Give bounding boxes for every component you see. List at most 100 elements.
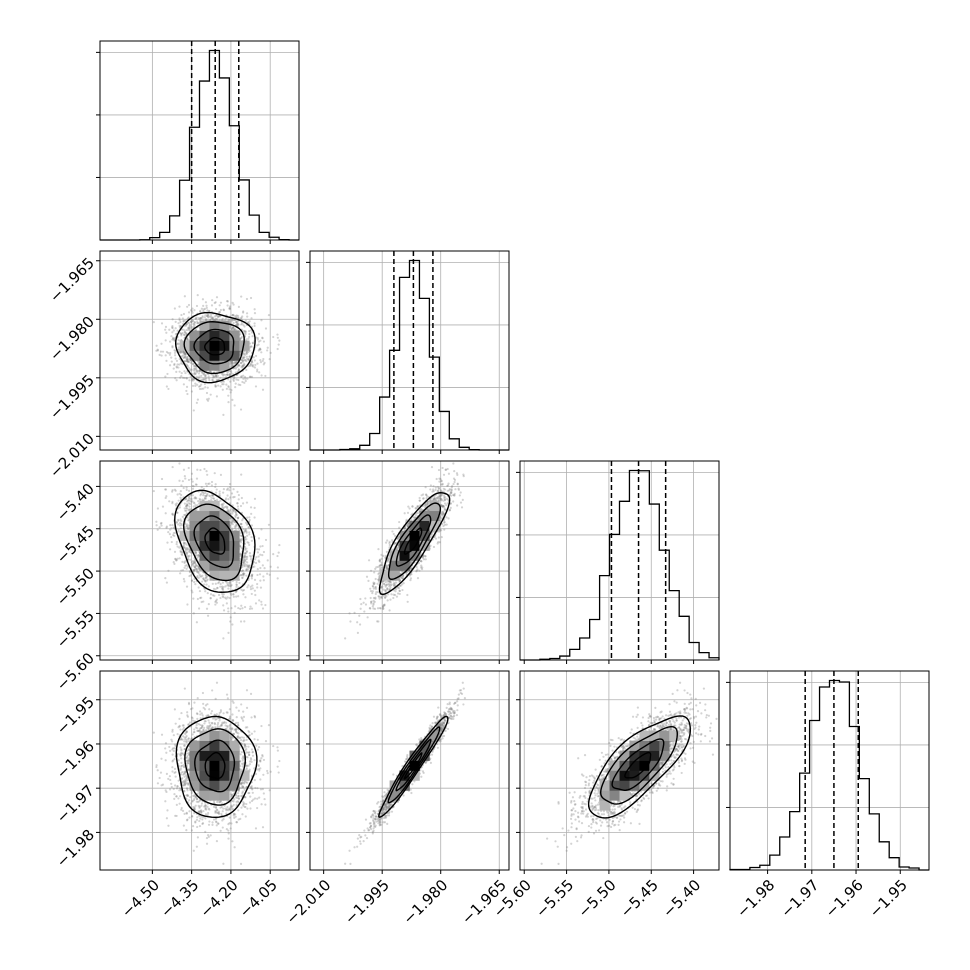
- sample-point: [215, 318, 218, 321]
- sample-point: [167, 387, 170, 391]
- sample-point: [190, 589, 193, 592]
- sample-point: [170, 540, 173, 544]
- sample-point: [175, 366, 178, 369]
- sample-point: [155, 520, 158, 523]
- sample-point: [165, 331, 168, 334]
- sample-point: [190, 309, 194, 313]
- sample-point: [240, 588, 243, 591]
- sample-point: [174, 503, 177, 506]
- sample-point: [190, 579, 194, 582]
- sample-point: [248, 564, 251, 567]
- sample-point: [179, 490, 182, 493]
- sample-point: [170, 527, 173, 530]
- sample-point: [195, 621, 198, 624]
- sample-point: [258, 347, 262, 350]
- sample-point: [235, 378, 238, 381]
- sample-point: [230, 328, 234, 331]
- sample-point: [210, 313, 213, 316]
- sample-point: [186, 305, 189, 308]
- sample-point: [195, 369, 198, 373]
- sample-point: [213, 301, 216, 305]
- density-bin: [229, 340, 240, 351]
- sample-point: [207, 316, 210, 319]
- sample-point: [253, 589, 256, 592]
- sample-point: [227, 318, 230, 321]
- sample-point: [177, 346, 180, 349]
- sample-point: [194, 497, 197, 500]
- sample-point: [171, 512, 174, 515]
- sample-point: [241, 559, 245, 562]
- sample-point: [233, 328, 236, 331]
- sample-point: [236, 516, 240, 520]
- sample-point: [179, 572, 182, 575]
- sample-point: [195, 401, 198, 404]
- sample-point: [199, 310, 202, 313]
- sample-point: [245, 569, 248, 572]
- sample-point: [221, 373, 224, 376]
- sample-point: [186, 504, 189, 507]
- sample-point: [259, 579, 262, 582]
- sample-point: [206, 399, 210, 402]
- sample-point: [205, 494, 209, 497]
- sample-point: [193, 373, 196, 376]
- sample-point: [242, 311, 245, 314]
- sample-point: [203, 578, 206, 581]
- sample-point: [196, 574, 199, 578]
- sample-point: [218, 492, 221, 495]
- sample-point: [213, 472, 216, 475]
- sample-point: [232, 379, 235, 382]
- sample-point: [234, 526, 237, 530]
- sample-point: [229, 321, 232, 324]
- sample-point: [248, 516, 251, 519]
- sample-point: [244, 528, 247, 532]
- sample-point: [218, 490, 221, 493]
- sample-point: [180, 484, 183, 487]
- sample-point: [175, 521, 178, 524]
- sample-point: [221, 505, 224, 509]
- sample-point: [177, 348, 180, 351]
- sample-point: [190, 579, 194, 582]
- sample-point: [176, 329, 179, 332]
- sample-point: [227, 386, 230, 389]
- sample-point: [198, 318, 201, 321]
- sample-point: [187, 317, 190, 320]
- sample-point: [187, 316, 190, 319]
- sample-point: [237, 323, 240, 326]
- sample-point: [237, 527, 240, 530]
- sample-point: [204, 386, 207, 389]
- sample-point: [241, 359, 244, 362]
- sample-point: [256, 370, 259, 373]
- sample-point: [226, 507, 229, 510]
- sample-point: [208, 379, 211, 382]
- sample-point: [229, 585, 232, 588]
- sample-point: [242, 561, 245, 564]
- sample-point: [248, 320, 251, 323]
- sample-point: [256, 573, 259, 577]
- sample-point: [186, 338, 189, 341]
- sample-point: [232, 303, 235, 306]
- sample-point: [160, 521, 163, 525]
- sample-point: [203, 378, 206, 381]
- sample-point: [213, 594, 216, 597]
- sample-point: [235, 314, 238, 317]
- sample-point: [202, 372, 205, 376]
- sample-point: [227, 385, 230, 388]
- sample-point: [166, 372, 169, 376]
- sample-point: [199, 317, 202, 320]
- sample-point: [186, 392, 189, 396]
- density-bin: [209, 340, 220, 351]
- sample-point: [254, 561, 258, 565]
- sample-point: [199, 468, 202, 472]
- sample-point: [184, 324, 187, 327]
- sample-point: [241, 361, 244, 364]
- sample-point: [258, 573, 262, 576]
- sample-point: [222, 491, 225, 494]
- sample-point: [216, 586, 219, 589]
- sample-point: [183, 352, 187, 356]
- sample-point: [233, 611, 236, 615]
- sample-point: [239, 350, 242, 353]
- sample-point: [204, 374, 207, 377]
- sample-point: [185, 358, 189, 361]
- sample-point: [207, 375, 210, 378]
- sample-point: [239, 553, 242, 556]
